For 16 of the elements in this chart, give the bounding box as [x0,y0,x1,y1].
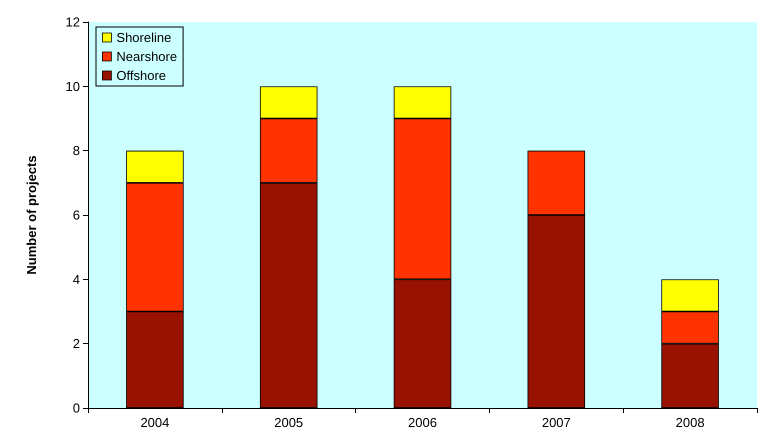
legend-label: Nearshore [116,49,178,64]
legend-label: Shoreline [116,30,172,45]
x-tick-label: 2007 [542,415,571,430]
y-tick-label: 10 [66,78,80,94]
y-tick-label: 4 [72,272,80,287]
y-tick-label: 6 [72,208,80,222]
x-tick-label: 2004 [140,415,170,430]
y-tick-label: 8 [72,143,80,158]
legend-label: Offshore [116,68,166,83]
y-tick-label: 0 [72,400,80,416]
y-axis-title: Number of projects [24,155,39,275]
x-tick-label: 2006 [408,415,437,430]
y-tick-label: 2 [72,336,80,352]
y-tick-label: 12 [66,14,80,30]
x-tick-label: 2005 [274,415,304,430]
x-tick-label: 2008 [676,415,705,430]
